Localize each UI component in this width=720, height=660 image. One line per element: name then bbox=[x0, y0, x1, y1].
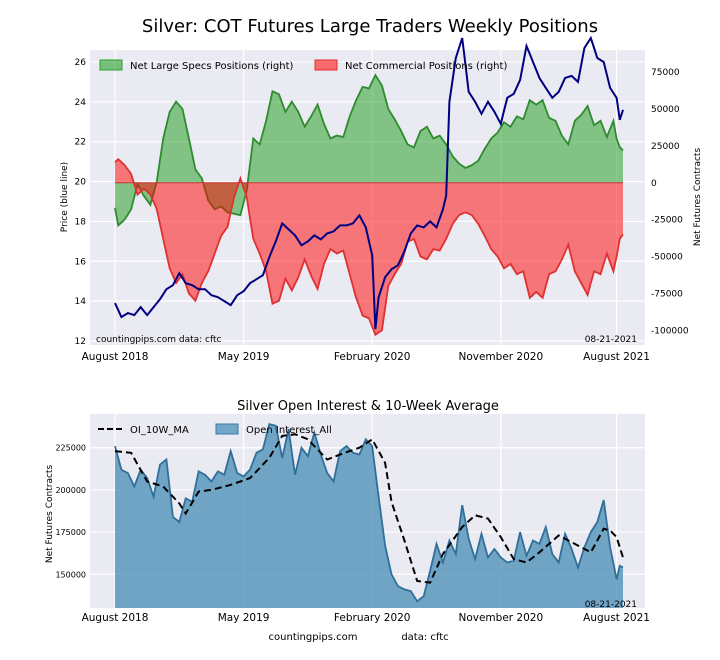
bottom-moving-average-line bbox=[114, 433, 624, 584]
footer-source: data: cftc bbox=[401, 632, 448, 643]
top-x-tick-label: November 2020 bbox=[458, 351, 543, 363]
top-left-tick-label: 14 bbox=[75, 297, 87, 307]
top-left-axis-label: Price (blue line) bbox=[60, 162, 70, 232]
top-right-tick-label: 25000 bbox=[651, 142, 680, 152]
legend-label-oi: Open Interest_All bbox=[246, 425, 332, 436]
footer-site: countingpips.com bbox=[269, 632, 358, 643]
top-price-line bbox=[114, 35, 624, 330]
top-left-tick-label: 18 bbox=[75, 217, 87, 227]
top-left-tick-label: 20 bbox=[75, 178, 87, 188]
top-left-tick-label: 26 bbox=[75, 58, 87, 68]
top-left-tick-label: 12 bbox=[75, 337, 86, 347]
top-watermark: countingpips.com data: cftc bbox=[96, 335, 222, 345]
open-interest-panel: Silver Open Interest & 10-Week Average 2… bbox=[45, 399, 650, 624]
commercial-area-fill bbox=[115, 159, 623, 335]
legend-swatch-specs bbox=[99, 59, 123, 71]
specs-area-fill bbox=[115, 75, 623, 226]
bottom-x-tick-label: November 2020 bbox=[458, 612, 543, 624]
top-right-tick-label: 50000 bbox=[651, 105, 680, 115]
bottom-y-tick-label: 175000 bbox=[55, 528, 86, 537]
moving-average-line bbox=[114, 433, 624, 584]
cot-positions-panel: 12 14 16 18 20 22 24 26 75000 50000 25000 0 -25000 -… bbox=[60, 35, 703, 363]
top-areas bbox=[114, 73, 624, 337]
bottom-x-axis: August 2018 May 2019 February 2020 November… bbox=[82, 612, 650, 624]
bottom-y-tick-label: 150000 bbox=[55, 570, 86, 579]
top-x-axis: August 2018 May 2019 February 2020 November… bbox=[82, 351, 650, 363]
bottom-date-label: 08-21-2021 bbox=[585, 600, 637, 610]
price-line bbox=[114, 35, 624, 330]
bottom-x-tick-label: August 2018 bbox=[82, 612, 149, 624]
top-right-tick-label: -75000 bbox=[651, 289, 683, 299]
top-left-tick-label: 22 bbox=[75, 138, 86, 148]
top-left-tick-label: 24 bbox=[75, 98, 87, 108]
bottom-y-tick-label: 200000 bbox=[55, 486, 86, 495]
bottom-x-tick-label: May 2019 bbox=[218, 612, 270, 624]
bottom-y-axis: 225000 200000 175000 150000 bbox=[55, 444, 86, 580]
legend-label-specs: Net Large Specs Positions (right) bbox=[130, 61, 294, 72]
bottom-chart-title: Silver Open Interest & 10-Week Average bbox=[237, 399, 499, 414]
legend-swatch-oi bbox=[215, 423, 239, 435]
top-right-axis: 75000 50000 25000 0 -25000 -50000 -75000 -10000… bbox=[651, 68, 689, 336]
open-interest-edge bbox=[114, 422, 624, 603]
legend-label-ma: OI_10W_MA bbox=[130, 425, 189, 436]
specs-area-edge bbox=[114, 73, 624, 228]
top-x-tick-label: August 2018 bbox=[82, 351, 149, 363]
top-x-tick-label: August 2021 bbox=[583, 351, 650, 363]
top-right-tick-label: 0 bbox=[651, 179, 657, 189]
bottom-x-tick-label: August 2021 bbox=[583, 612, 650, 624]
bottom-open-interest-area bbox=[114, 422, 624, 608]
bottom-x-tick-label: February 2020 bbox=[334, 612, 411, 624]
top-right-tick-label: -50000 bbox=[651, 253, 683, 263]
top-x-tick-label: February 2020 bbox=[334, 351, 411, 363]
legend-label-commercial: Net Commercial Positions (right) bbox=[345, 61, 507, 72]
open-interest-fill bbox=[115, 424, 623, 608]
top-left-tick-label: 16 bbox=[75, 257, 87, 267]
legend-swatch-commercial bbox=[314, 59, 338, 71]
top-right-axis-label: Net Futures Contracts bbox=[693, 148, 703, 247]
figure-title: Silver: COT Futures Large Traders Weekly… bbox=[142, 16, 598, 37]
top-date-label: 08-21-2021 bbox=[585, 335, 637, 345]
top-x-tick-label: May 2019 bbox=[218, 351, 270, 363]
top-right-tick-label: -25000 bbox=[651, 216, 683, 226]
bottom-y-axis-label: Net Futures Contracts bbox=[45, 465, 55, 564]
top-left-axis: 12 14 16 18 20 22 24 26 bbox=[75, 58, 87, 347]
top-right-tick-label: -100000 bbox=[651, 326, 689, 336]
top-right-tick-label: 75000 bbox=[651, 68, 680, 78]
top-legend: Net Large Specs Positions (right) Net Co… bbox=[99, 59, 507, 72]
bottom-y-tick-label: 225000 bbox=[55, 444, 86, 453]
bottom-legend: OI_10W_MA Open Interest_All bbox=[98, 423, 332, 436]
